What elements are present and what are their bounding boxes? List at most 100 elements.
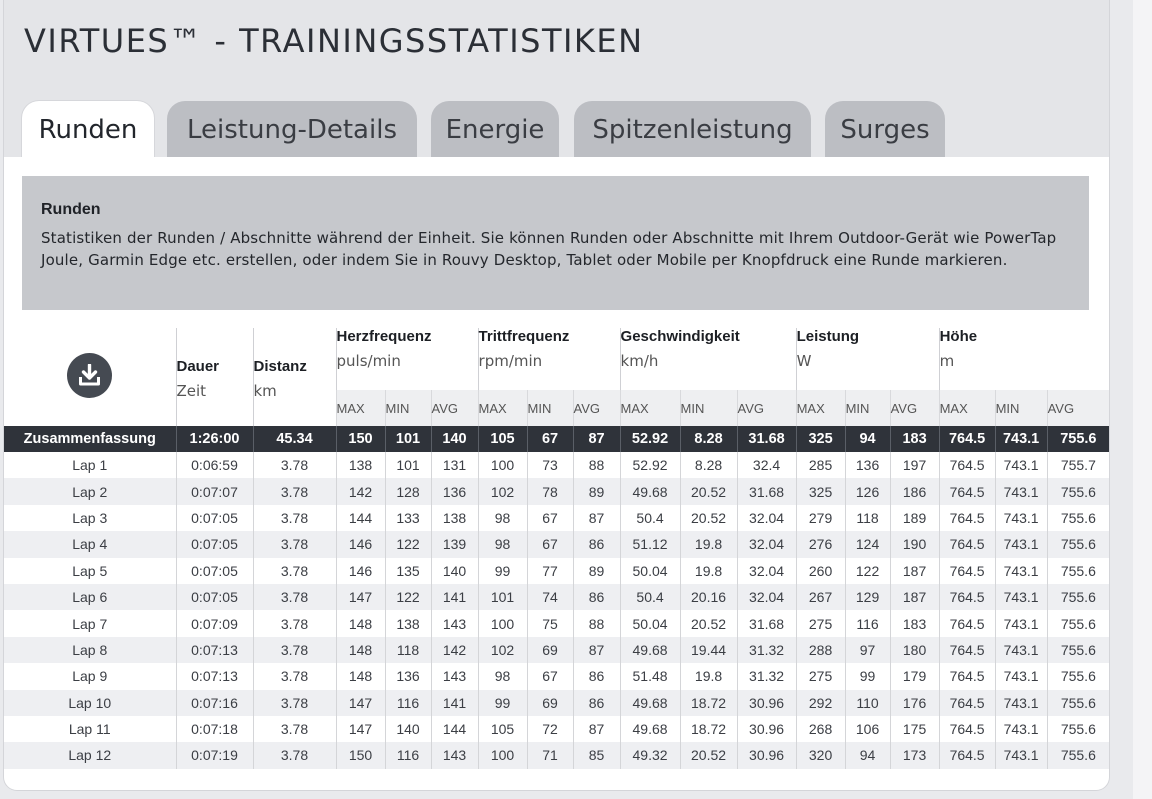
table-cell: 105 (477, 715, 528, 743)
table-cell: 285 (795, 452, 846, 479)
table-cell: 87 (572, 715, 621, 743)
table-cell: 49.68 (619, 715, 681, 743)
table-cell: 147 (335, 715, 385, 743)
table-cell: 67 (526, 663, 574, 690)
table-cell: 144 (430, 715, 479, 743)
table-cell: 143 (430, 610, 479, 637)
tab-surges[interactable]: Surges (825, 101, 945, 157)
table-cell: 141 (430, 583, 479, 611)
row-label: Lap 4 (4, 531, 176, 558)
table-cell: 86 (572, 689, 621, 716)
table-cell: 147 (335, 689, 385, 716)
table-cell: 175 (889, 715, 940, 743)
table-cell: 97 (844, 636, 891, 664)
table-cell: 8.28 (679, 452, 738, 479)
table-cell: 131 (430, 452, 479, 479)
table-cell: 764.5 (938, 663, 996, 690)
table-cell: 197 (889, 452, 940, 479)
table-cell: 0:07:16 (175, 689, 253, 716)
table-cell: 743.1 (994, 663, 1048, 690)
table-cell: 764.5 (938, 452, 996, 479)
table-cell: 755.6 (1046, 504, 1109, 532)
table-cell: 3.78 (252, 636, 336, 664)
table-cell: 31.32 (736, 636, 797, 664)
table-cell: 94 (844, 742, 891, 769)
table-cell: 0:07:05 (175, 583, 253, 611)
subheader-max: MAX (938, 390, 996, 426)
table-cell: 122 (384, 531, 431, 558)
table-cell: 3.78 (252, 663, 336, 690)
table-cell: 3.78 (252, 504, 336, 532)
tab-leistung-details[interactable]: Leistung-Details (167, 101, 417, 157)
table-cell: 0:07:05 (175, 531, 253, 558)
table-cell: 743.1 (994, 610, 1048, 637)
subheader-max: MAX (335, 390, 385, 426)
table-cell: 19.8 (679, 531, 738, 558)
table-cell: 19.8 (679, 663, 738, 690)
table-cell: 3.78 (252, 452, 336, 479)
table-cell: 138 (384, 610, 431, 637)
table-cell: 32.4 (736, 452, 797, 479)
table-cell: 743.1 (994, 742, 1048, 769)
table-cell: 50.4 (619, 583, 681, 611)
table-cell: 3.78 (252, 610, 336, 637)
subheader-avg: AVG (1046, 390, 1109, 426)
table-cell: 32.04 (736, 504, 797, 532)
info-box: Runden Statistiken der Runden / Abschnit… (22, 176, 1089, 310)
tab-bar: Runden Leistung-Details Energie Spitzenl… (4, 100, 1109, 159)
table-cell: 101 (384, 452, 431, 479)
table-cell: 743.1 (994, 426, 1048, 452)
table-cell: 67 (526, 531, 574, 558)
table-cell: 179 (889, 663, 940, 690)
table-cell: 101 (477, 583, 528, 611)
table-cell: 8.28 (679, 426, 738, 452)
table-cell: 320 (795, 742, 846, 769)
subheader-avg: AVG (736, 390, 797, 426)
table-cell: 20.16 (679, 583, 738, 611)
table-cell: 30.96 (736, 715, 797, 743)
table-cell: 144 (335, 504, 385, 532)
table-cell: 32.04 (736, 557, 797, 584)
table-cell: 141 (430, 689, 479, 716)
table-cell: 49.32 (619, 742, 681, 769)
table-cell: 128 (384, 478, 431, 505)
table-cell: 98 (477, 531, 528, 558)
table-body: Zusammenfassung 1:26:00 45.34 150 101 140 105 6… (4, 426, 1109, 769)
table-cell: 138 (430, 504, 479, 532)
row-label: Lap 7 (72, 615, 108, 632)
row-label: Lap 9 (72, 668, 108, 685)
table-cell: 88 (572, 452, 621, 479)
page-scrollbar-track[interactable] (1133, 0, 1152, 799)
table-cell: 105 (477, 426, 528, 452)
table-cell: 3.78 (252, 689, 336, 716)
tab-content: Runden Statistiken der Runden / Abschnit… (4, 157, 1109, 790)
table-cell: 764.5 (938, 583, 996, 611)
header-hoehe: Höhe m (938, 328, 1109, 390)
table-cell: 67 (526, 504, 574, 532)
table-row: Lap 6 0:07:05 3.78 147 122 141 101 74 86 50.4 20.1… (4, 583, 1109, 611)
table-cell: 126 (844, 478, 891, 505)
tab-spitzenleistung[interactable]: Spitzenleistung (574, 101, 811, 157)
table-cell: 148 (335, 663, 385, 690)
table-cell: 180 (889, 636, 940, 664)
table-cell: 146 (335, 557, 385, 584)
table-cell: 100 (477, 742, 528, 769)
table-cell: 138 (335, 452, 385, 479)
header-dauer: Dauer Zeit (175, 328, 253, 426)
table-cell: 755.6 (1046, 557, 1109, 584)
table-cell: 99 (477, 557, 528, 584)
table-cell: 140 (430, 426, 479, 452)
tab-runden[interactable]: Runden (21, 100, 155, 159)
table-cell: 88 (572, 610, 621, 637)
tab-energie[interactable]: Energie (431, 101, 559, 157)
table-cell: 136 (430, 478, 479, 505)
download-button[interactable] (67, 353, 113, 398)
table-cell: 99 (477, 689, 528, 716)
table-cell: 743.1 (994, 583, 1048, 611)
table-cell: 143 (430, 663, 479, 690)
table-cell: 31.32 (736, 663, 797, 690)
subheader-min: MIN (384, 390, 431, 426)
table-cell: 87 (572, 426, 621, 452)
table-cell: 89 (572, 478, 621, 505)
table-cell: 743.1 (994, 689, 1048, 716)
